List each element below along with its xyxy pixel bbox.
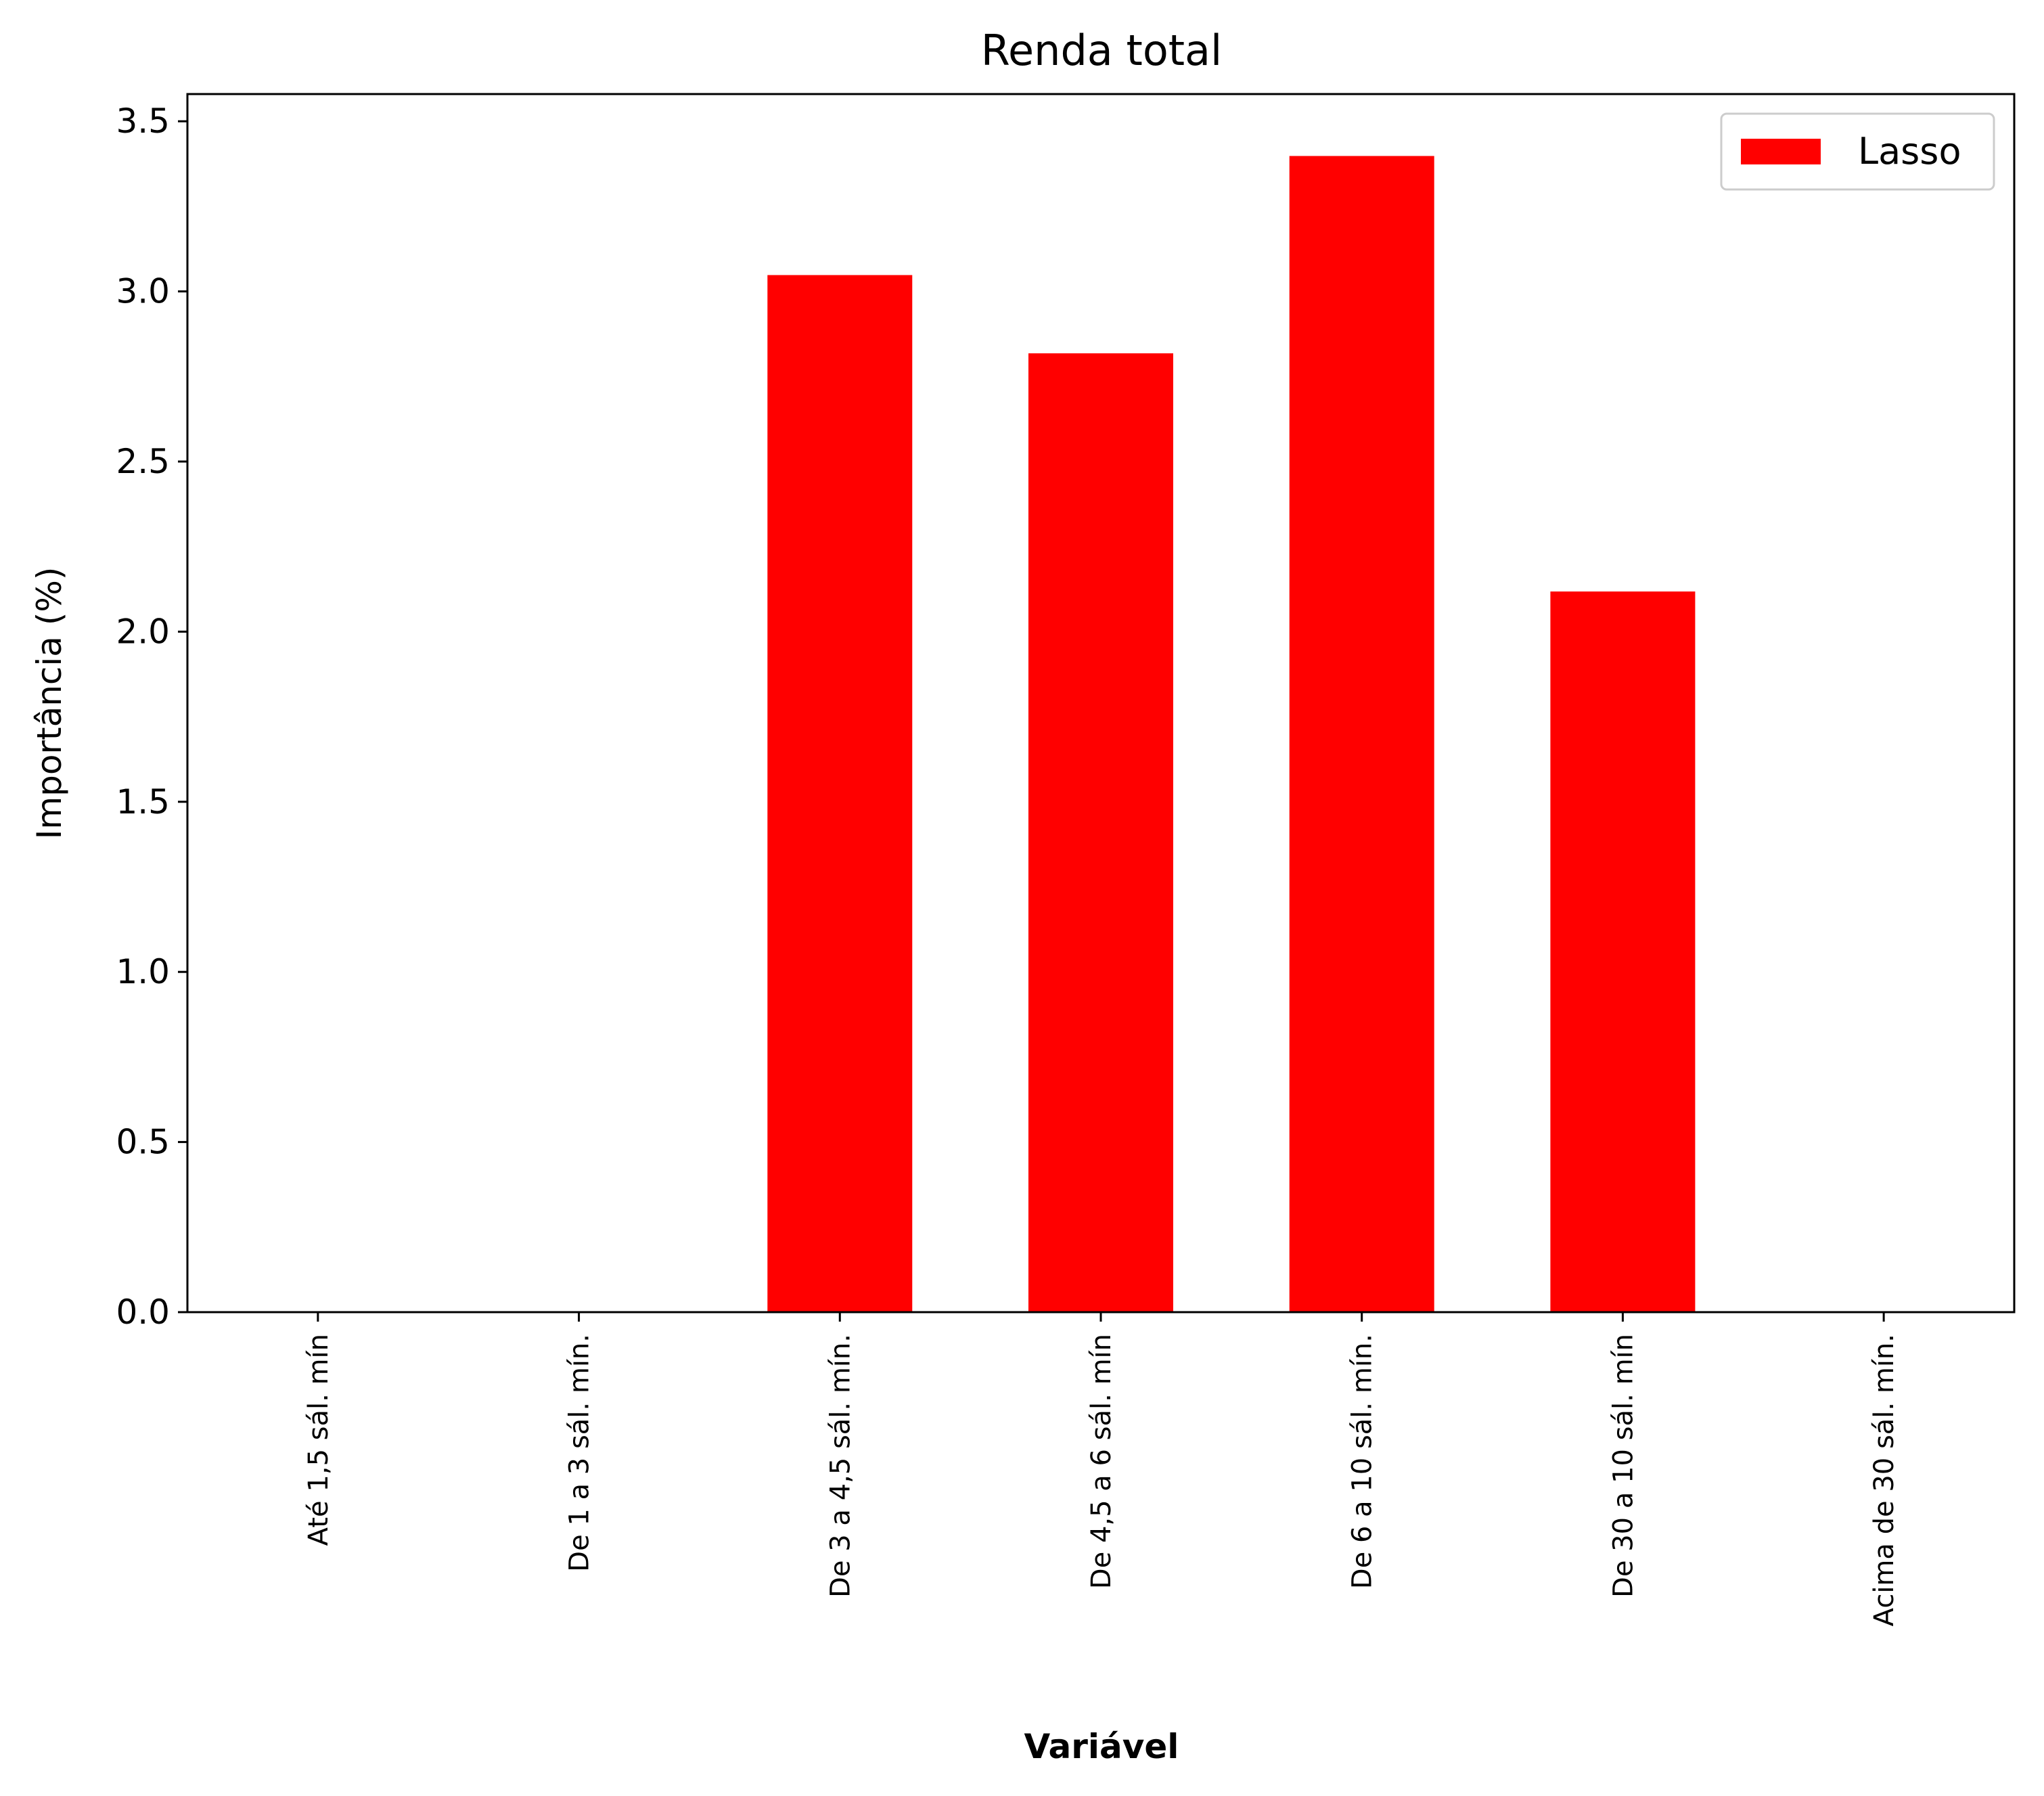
y-tick-label: 1.5 — [116, 782, 170, 822]
y-tick-label: 2.5 — [116, 442, 170, 481]
x-axis-label: Variável — [1024, 1727, 1179, 1766]
x-axis: Até 1,5 sál. mín De 1 a 3 sál. mín. De 3 a… — [303, 1312, 1900, 1626]
x-tick-label: De 1 a 3 sál. mín. — [564, 1334, 595, 1572]
x-tick-label: Até 1,5 sál. mín — [303, 1334, 334, 1546]
legend-swatch-lasso — [1741, 139, 1821, 164]
y-axis-label: Importância (%) — [30, 567, 69, 840]
y-tick-label: 0.0 — [116, 1293, 170, 1332]
y-tick-label: 0.5 — [116, 1123, 170, 1162]
y-tick-label: 3.0 — [116, 272, 170, 311]
x-tick-label: De 3 a 4,5 sál. mín. — [825, 1334, 856, 1598]
legend-box — [1720, 112, 1995, 191]
bar — [1549, 590, 1697, 1313]
bar — [1288, 154, 1436, 1313]
bar — [766, 273, 914, 1313]
y-axis: 0.0 0.5 1.0 1.5 2.0 2.5 3.0 3.5 — [116, 102, 187, 1332]
bar-series — [766, 154, 1697, 1313]
y-tick-label: 2.0 — [116, 612, 170, 651]
x-tick-label: Acima de 30 sál. mín. — [1869, 1334, 1900, 1626]
x-tick-label: De 6 a 10 sál. mín. — [1347, 1334, 1378, 1589]
legend-label-lasso: Lasso — [1858, 130, 1961, 173]
x-tick-label: De 4,5 a 6 sál. mín — [1086, 1334, 1117, 1589]
legend: Lasso — [1720, 112, 1995, 191]
x-tick-label: De 30 a 10 sál. mín — [1608, 1334, 1639, 1598]
bar — [1027, 352, 1175, 1313]
y-tick-label: 3.5 — [116, 102, 170, 141]
chart-title: Renda total — [981, 26, 1223, 75]
plot-frame — [186, 93, 2016, 1314]
y-tick-label: 1.0 — [116, 952, 170, 991]
